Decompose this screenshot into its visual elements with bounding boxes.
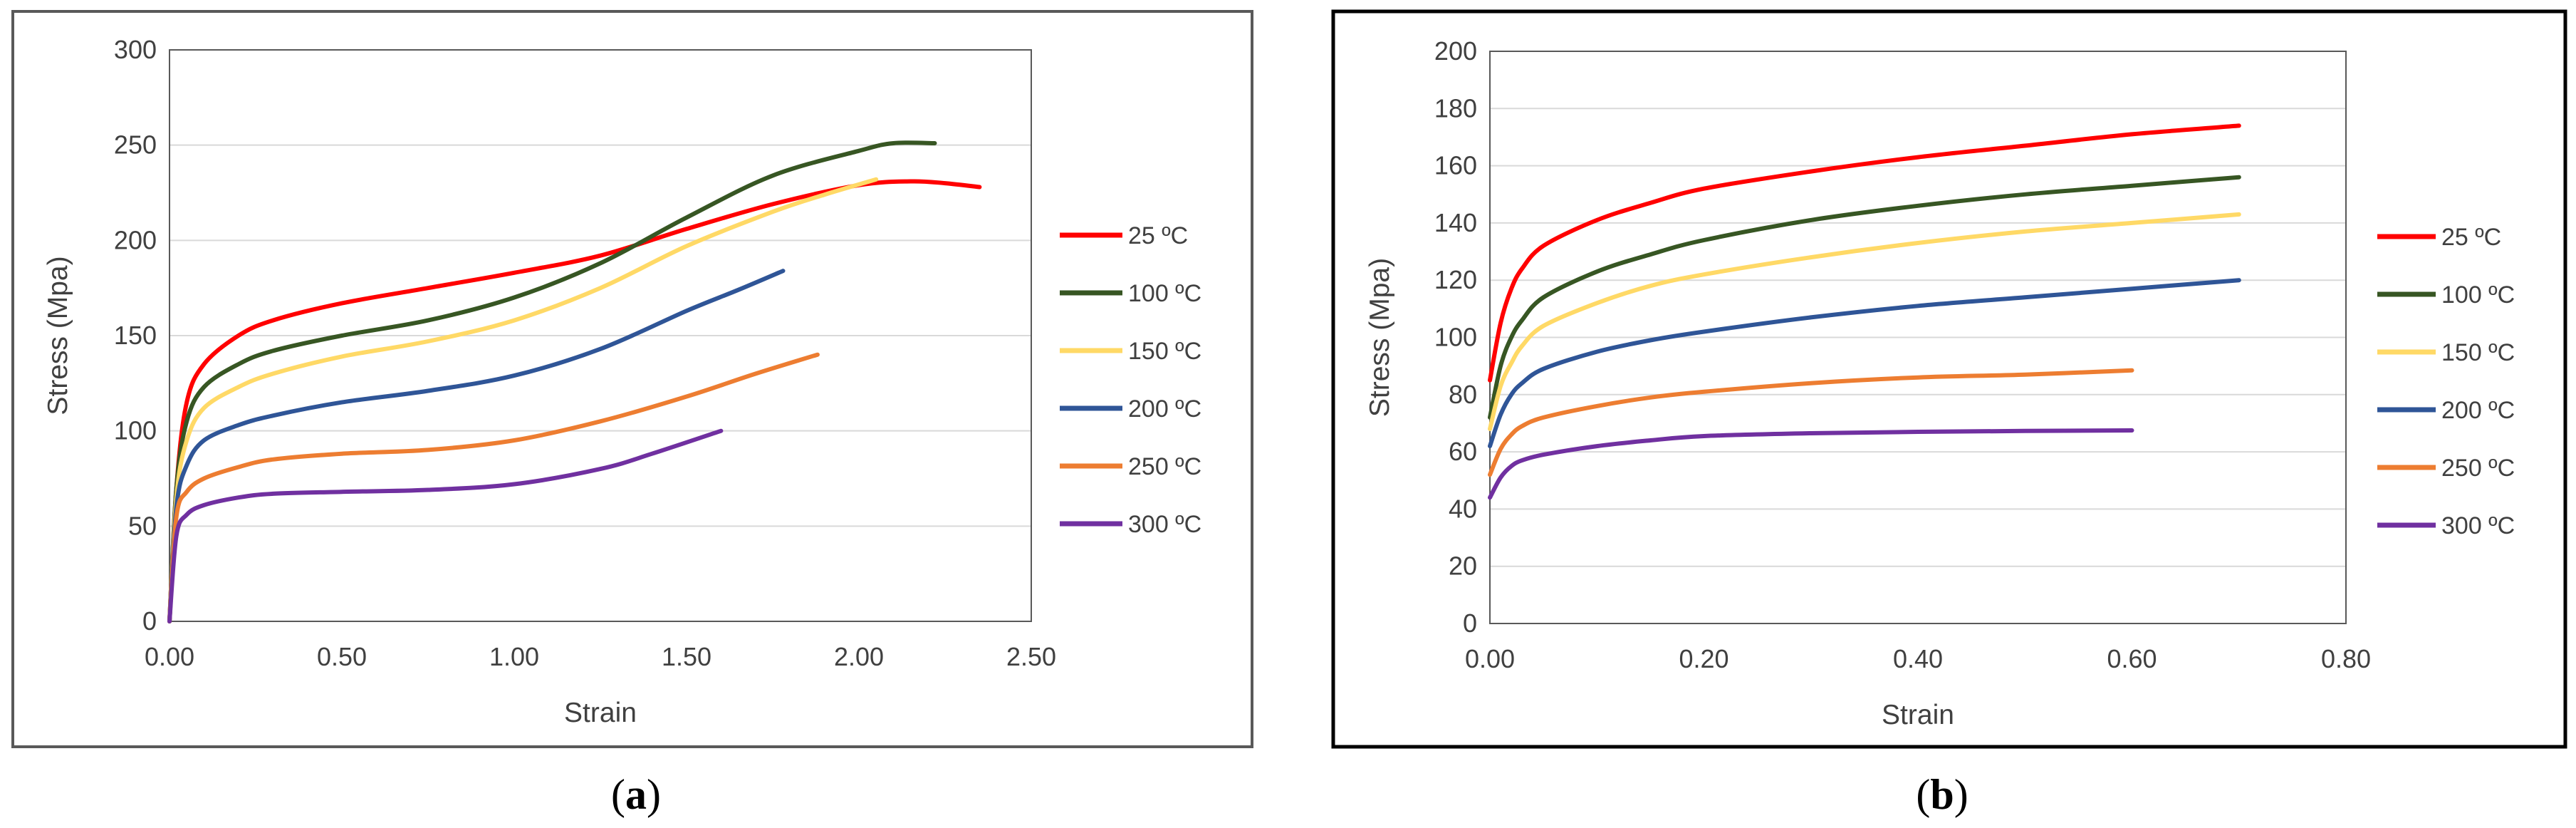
chart-b-x-tick-label: 0.20 <box>1679 644 1728 673</box>
panel-b-frame <box>1331 9 2567 749</box>
chart-b-legend-label: 300 ºC <box>2441 512 2515 539</box>
chart-a-series-line <box>167 428 724 623</box>
chart-b-y-tick-label: 100 <box>1434 323 1477 352</box>
chart-b-x-tick-label: 0.40 <box>1893 644 1943 673</box>
chart-b-y-tick-label: 160 <box>1434 151 1477 180</box>
chart-a-x-tick-label: 1.50 <box>662 642 711 671</box>
chart-a-y-tick-label: 50 <box>128 511 157 540</box>
chart-b-x-tick-label: 0.80 <box>2321 644 2371 673</box>
chart-a-legend-label: 150 ºC <box>1128 338 1201 365</box>
chart-b-series-line <box>1488 368 2134 477</box>
chart-b-y-tick-label: 200 <box>1434 36 1477 66</box>
chart-b-legend-label: 200 ºC <box>2441 397 2515 424</box>
chart-b-legend-label: 150 ºC <box>2441 339 2515 366</box>
chart-b-series-line <box>1488 123 2241 383</box>
chart-b-y-tick-label: 120 <box>1434 265 1477 294</box>
chart-a-legend-label: 300 ºC <box>1128 511 1201 538</box>
chart-b-x-axis-title: Strain <box>1882 700 1954 730</box>
chart-a-x-tick-label: 0.50 <box>317 642 367 671</box>
chart-a-y-tick-label: 200 <box>114 225 157 254</box>
chart-b-x-tick-label: 0.60 <box>2107 644 2157 673</box>
caption-b: (b) <box>1916 771 1968 818</box>
panel-a-frame <box>11 10 1253 748</box>
chart-a-legend-label: 250 ºC <box>1128 453 1201 480</box>
chart-b-plot-area <box>1489 51 2347 624</box>
chart-a-plot-area <box>169 49 1032 622</box>
chart-a-series-line <box>167 269 786 623</box>
chart-b-legend-label: 100 ºC <box>2441 281 2515 309</box>
chart-a-series-line <box>167 352 820 623</box>
chart-a-legend-label: 100 ºC <box>1128 280 1201 307</box>
panel-a: 0 50 100 150 200 250 300 0.00 0.50 1.00 1.50 2.00 2.… <box>11 10 1253 818</box>
chart-a: 0 50 100 150 200 250 300 0.00 0.50 1.00 1.50 2.00 2.… <box>43 35 1201 728</box>
chart-a-x-tick-label: 2.00 <box>834 642 884 671</box>
chart-b-y-tick-label: 80 <box>1449 380 1477 409</box>
caption-a: (a) <box>611 771 661 818</box>
chart-b-y-tick-label: 20 <box>1449 552 1477 581</box>
chart-b-y-tick-label: 180 <box>1434 93 1477 123</box>
chart-b-y-tick-label: 40 <box>1449 494 1477 523</box>
chart-a-legend-label: 25 ºC <box>1128 222 1188 249</box>
chart-b-series-line <box>1488 212 2241 431</box>
chart-a-x-tick-label: 0.00 <box>145 642 194 671</box>
chart-a-y-tick-label: 0 <box>142 606 157 636</box>
chart-b-legend-label: 25 ºC <box>2441 224 2501 251</box>
chart-a-y-axis-title: Stress (Mpa) <box>43 256 73 415</box>
chart-b-x-tick-label: 0.00 <box>1465 644 1515 673</box>
chart-b-series-line <box>1488 278 2241 449</box>
chart-a-x-tick-label: 1.00 <box>489 642 539 671</box>
chart-a-legend-label: 200 ºC <box>1128 395 1201 423</box>
chart-a-series-line <box>167 140 937 623</box>
chart-b: 0 20 40 60 80 100 120 140 160 180 200 0.00 0.20 0.40 0… <box>1365 36 2515 730</box>
chart-a-y-tick-label: 300 <box>114 35 157 64</box>
chart-a-x-tick-label: 2.50 <box>1006 642 1056 671</box>
chart-b-y-tick-label: 140 <box>1434 208 1477 237</box>
chart-a-y-tick-label: 250 <box>114 130 157 160</box>
chart-b-y-tick-label: 0 <box>1463 609 1477 638</box>
chart-b-y-axis-title: Stress (Mpa) <box>1365 258 1395 417</box>
panel-b: 0 20 40 60 80 100 120 140 160 180 200 0.00 0.20 0.40 0… <box>1331 9 2567 818</box>
chart-a-x-axis-title: Strain <box>564 698 637 728</box>
chart-a-y-tick-label: 100 <box>114 416 157 445</box>
chart-b-y-tick-label: 60 <box>1449 437 1477 466</box>
chart-b-series-line <box>1488 428 2134 500</box>
chart-a-series-line <box>167 177 879 623</box>
chart-b-series-line <box>1488 175 2241 420</box>
chart-a-y-tick-label: 150 <box>114 321 157 350</box>
chart-b-legend-label: 250 ºC <box>2441 455 2515 482</box>
